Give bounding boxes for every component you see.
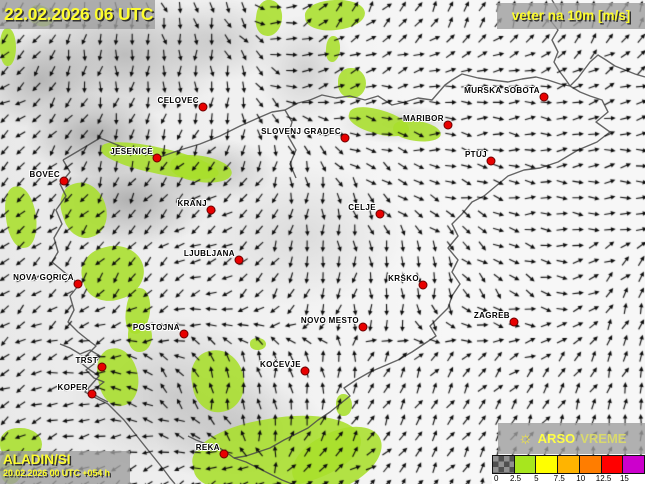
wind-speed-patch <box>253 0 285 38</box>
city-label: KRANJ <box>177 199 207 208</box>
legend-tick-strip: 0 2.5 5 7.5 10 12.5 15 <box>492 474 645 484</box>
city-label: CELJE <box>348 203 376 212</box>
city-label: NOVA GORICA <box>13 273 74 282</box>
wind-speed-patch <box>336 394 352 416</box>
city-marker-dot <box>97 362 107 372</box>
wind-speed-patch <box>168 151 234 187</box>
legend-color-cell <box>536 456 559 473</box>
brand-arso: ARSO <box>537 431 576 446</box>
model-name: ALADIN/SI <box>3 452 71 467</box>
city-label: NOVO MESTO <box>300 316 359 325</box>
wind-speed-patch <box>128 320 152 352</box>
city-marker-dot <box>87 389 97 399</box>
city-label: CELOVEC <box>157 96 199 105</box>
city-label: KOPER <box>57 383 88 392</box>
city-label: SLOVENJ GRADEC <box>261 127 341 136</box>
valid-time-label: 22.02.2026 06 UTC <box>0 0 155 29</box>
city-label: LJUBLJANA <box>183 249 235 258</box>
city-marker-dot <box>375 209 385 219</box>
wind-speed-patch <box>324 35 342 63</box>
city-label: JESENICE <box>110 147 153 156</box>
legend-tick-label: 7.5 <box>553 474 565 483</box>
city-marker-dot <box>443 120 453 130</box>
legend-color-cell <box>514 456 537 473</box>
brand-vreme: VREME <box>580 431 627 446</box>
model-info-box: ALADIN/SI 20.02.2026 00 UTC +054 h <box>0 451 130 484</box>
wind-speed-patch <box>93 344 143 410</box>
city-label: MURSKA SOBOTA <box>464 86 540 95</box>
legend-tick-label: 2.5 <box>509 474 522 483</box>
wind-speed-patch <box>122 286 154 336</box>
wind-speed-patch <box>345 102 413 142</box>
city-label: POSTOJNA <box>132 323 180 332</box>
legend-color-bar <box>492 455 645 474</box>
model-run-label: 20.02.2026 00 UTC +054 h <box>3 468 110 478</box>
wind-speed-patch <box>250 338 266 350</box>
legend-tick-label: 15 <box>619 474 629 483</box>
city-marker-dot <box>152 153 162 163</box>
wind-speed-patch <box>54 176 114 244</box>
legend-color-cell <box>601 456 624 473</box>
wind-speed-patch <box>282 412 393 484</box>
city-label: KOČEVJE <box>259 360 301 369</box>
city-label: TRST <box>75 356 98 365</box>
legend-tick-label: 0 <box>494 474 499 483</box>
city-label: BOVEC <box>29 170 60 179</box>
legend-color-cell <box>493 456 515 473</box>
wind-speed-patch <box>391 117 443 145</box>
city-label: PTUJ <box>464 150 487 159</box>
city-marker-dot <box>219 449 229 459</box>
city-label: REKA <box>195 443 220 452</box>
arso-vreme-logo: ☼ ARSO VREME <box>498 423 645 454</box>
wind-speed-patch <box>0 28 16 66</box>
wind-speed-patch <box>187 345 249 417</box>
city-marker-dot <box>206 205 216 215</box>
legend-tick-label: 10 <box>576 474 586 483</box>
legend-color-cell <box>558 456 580 473</box>
city-marker-dot <box>509 317 519 327</box>
city-marker-dot <box>358 322 368 332</box>
city-marker-dot <box>539 92 549 102</box>
legend-color-cell <box>623 456 645 473</box>
legend-tick-label: 12.5 <box>595 474 612 483</box>
city-marker-dot <box>73 279 83 289</box>
city-marker-dot <box>179 329 189 339</box>
city-label: ZAGREB <box>473 311 510 320</box>
city-marker-dot <box>300 366 310 376</box>
city-marker-dot <box>340 133 350 143</box>
sun-icon: ☼ <box>518 429 533 447</box>
city-marker-dot <box>234 255 244 265</box>
city-marker-dot <box>486 156 496 166</box>
city-marker-dot <box>59 176 69 186</box>
wind-speed-patch <box>76 238 150 308</box>
legend-tick-label: 5 <box>534 474 539 483</box>
city-marker-dot <box>198 102 208 112</box>
wind-speed-patch <box>187 403 367 484</box>
variable-title: veter na 10m [m/s] <box>497 3 645 29</box>
wind-speed-patch <box>1 184 41 250</box>
wind-speed-patch <box>98 135 222 187</box>
city-marker-dot <box>418 280 428 290</box>
city-label: MARIBOR <box>402 114 444 123</box>
wind-speed-patch <box>338 68 366 98</box>
city-label: KRŠKO <box>388 274 419 283</box>
wind-speed-patch <box>303 0 367 33</box>
legend-color-cell <box>579 456 602 473</box>
